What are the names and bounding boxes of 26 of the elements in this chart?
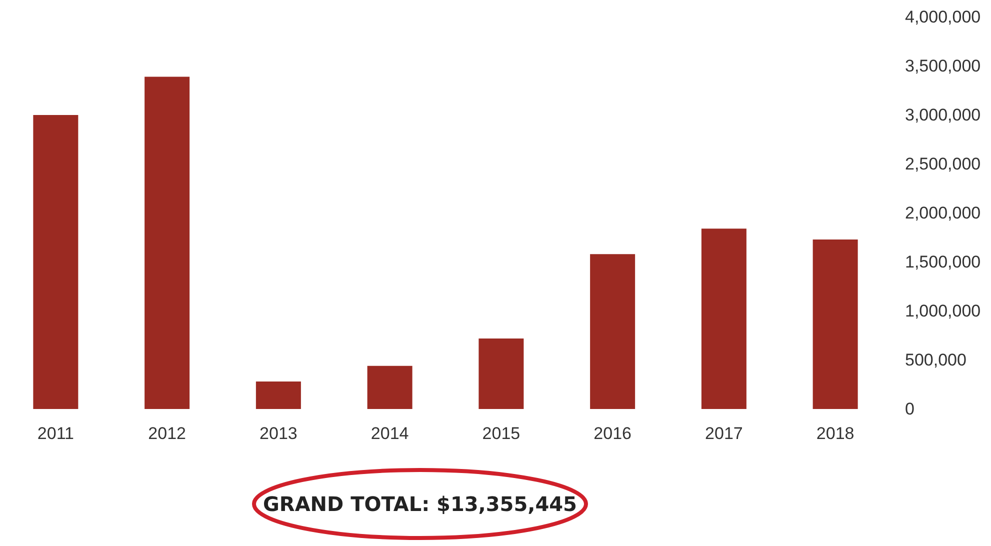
- y-tick-label: 4,000,000: [905, 8, 981, 26]
- y-tick-label: 3,000,000: [905, 106, 981, 124]
- bar: [590, 254, 636, 409]
- y-tick-label: 3,500,000: [905, 56, 981, 76]
- text: GRAND TOTAL: $13,355,445: [262, 492, 578, 516]
- y-tick-label: 1,500,000: [905, 252, 981, 272]
- y-tick-label: 2,500,000: [905, 154, 981, 174]
- bar: [33, 115, 78, 409]
- x-tick-label: 2011: [37, 424, 74, 443]
- bar: [478, 338, 524, 409]
- y-tick-label: 1,000,000: [905, 302, 981, 320]
- bar: [144, 76, 190, 409]
- x-tick-label: 2015: [482, 424, 520, 443]
- x-tick-label: 2013: [260, 424, 298, 443]
- bar: [256, 382, 301, 409]
- bar: [701, 228, 746, 409]
- y-tick-label: 2,000,000: [905, 204, 981, 222]
- x-tick-label: 2014: [370, 424, 409, 443]
- x-tick-label: 2017: [705, 424, 743, 443]
- x-tick-label: 2016: [594, 424, 632, 443]
- y-tick-label: 500,000: [905, 350, 966, 370]
- bar: [812, 239, 858, 409]
- y-tick-label: 0: [905, 400, 914, 418]
- x-tick-label: 2012: [148, 424, 186, 443]
- x-tick-label: 2018: [816, 424, 854, 443]
- bar: [367, 366, 412, 409]
